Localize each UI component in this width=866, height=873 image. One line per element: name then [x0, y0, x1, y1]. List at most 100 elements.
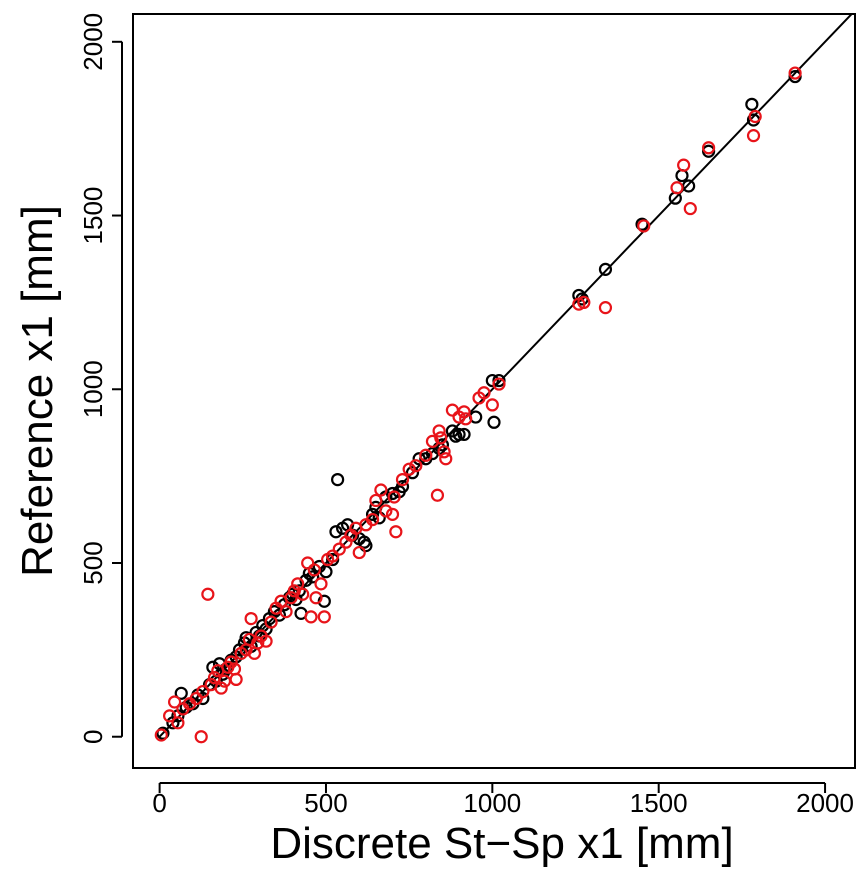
data-point: [387, 490, 401, 504]
data-point: [402, 462, 416, 476]
data-point: [670, 181, 684, 195]
data-point: [419, 448, 433, 462]
data-point: [389, 525, 403, 539]
data-point: [445, 403, 460, 417]
data-point: [329, 525, 343, 539]
chart-marks: [154, 14, 854, 744]
data-point: [201, 587, 215, 601]
data-point: [485, 398, 499, 412]
y-tick-label: 1500: [78, 187, 108, 245]
data-point: [365, 507, 380, 521]
y-tick-label: 2000: [78, 13, 108, 71]
data-point: [430, 488, 445, 502]
data-point: [702, 141, 716, 155]
x-tick-label: 500: [304, 788, 347, 818]
data-point: [314, 577, 328, 591]
data-point: [156, 726, 170, 740]
data-point: [452, 427, 466, 442]
y-tick-label: 0: [78, 729, 108, 743]
data-point: [395, 479, 410, 494]
data-point: [675, 168, 689, 183]
data-point: [369, 493, 383, 508]
data-point: [788, 66, 802, 80]
data-point: [365, 512, 380, 527]
data-point: [598, 262, 613, 276]
series-2: [154, 66, 802, 744]
data-point: [577, 295, 591, 309]
data-point: [372, 511, 386, 525]
data-point: [395, 473, 410, 487]
data-point: [296, 587, 310, 601]
data-point: [385, 507, 400, 521]
identity-line: [158, 14, 854, 738]
data-point: [477, 386, 491, 400]
data-point: [748, 109, 762, 124]
data-point: [307, 563, 321, 577]
data-point: [635, 217, 649, 231]
data-point: [457, 427, 471, 442]
data-point: [457, 405, 471, 419]
data-point: [374, 483, 388, 497]
x-tick-label: 2000: [796, 788, 854, 818]
data-point: [677, 158, 691, 172]
data-point: [306, 570, 320, 584]
data-point: [432, 424, 446, 438]
data-point: [251, 636, 265, 650]
data-point: [154, 728, 168, 742]
data-point: [332, 542, 346, 556]
y-tick-label: 500: [78, 541, 108, 584]
data-point: [272, 608, 286, 622]
data-point: [746, 129, 761, 143]
data-point: [196, 691, 210, 706]
data-point: [279, 605, 293, 619]
data-point: [682, 179, 696, 193]
data-point: [485, 373, 499, 388]
data-point: [409, 459, 423, 473]
data-point: [434, 431, 448, 445]
x-axis-title: Discrete St−Sp x1 [mm]: [270, 819, 733, 868]
data-point: [379, 504, 393, 518]
data-point: [326, 549, 340, 563]
data-point: [229, 672, 243, 686]
data-point: [459, 412, 473, 426]
data-point: [309, 591, 323, 605]
data-point: [439, 452, 453, 466]
data-point: [196, 684, 210, 699]
data-point: [405, 466, 420, 480]
data-point: [304, 610, 318, 624]
data-point: [598, 301, 613, 315]
axes: 0 500 1000 1500 2000 0 500 1000 1500 2000: [78, 13, 854, 818]
x-tick-label: 0: [152, 788, 166, 818]
y-axis-title: Reference x1 [mm]: [13, 205, 62, 577]
data-point: [331, 473, 345, 487]
data-point: [264, 615, 278, 629]
data-point: [301, 556, 315, 570]
data-point: [412, 452, 426, 466]
data-point: [317, 610, 331, 624]
data-point: [637, 219, 651, 233]
data-point: [437, 445, 451, 459]
y-tick-label: 1000: [78, 360, 108, 418]
data-point: [162, 709, 177, 723]
data-point: [214, 681, 228, 695]
data-point: [189, 691, 203, 706]
data-point: [174, 686, 188, 700]
data-point: [359, 539, 373, 553]
data-point: [194, 730, 208, 744]
data-point: [167, 695, 182, 709]
x-tick-label: 1500: [630, 788, 688, 818]
data-point: [745, 97, 759, 111]
data-point: [224, 655, 238, 669]
data-point: [292, 584, 306, 598]
data-point: [244, 611, 258, 626]
data-point: [683, 201, 697, 216]
data-point: [171, 716, 185, 730]
data-point: [284, 591, 298, 605]
plot-frame: [132, 13, 856, 769]
data-point: [352, 545, 366, 560]
data-point: [492, 377, 506, 391]
data-point: [487, 415, 501, 429]
x-tick-label: 1000: [463, 788, 521, 818]
data-point: [259, 634, 273, 648]
